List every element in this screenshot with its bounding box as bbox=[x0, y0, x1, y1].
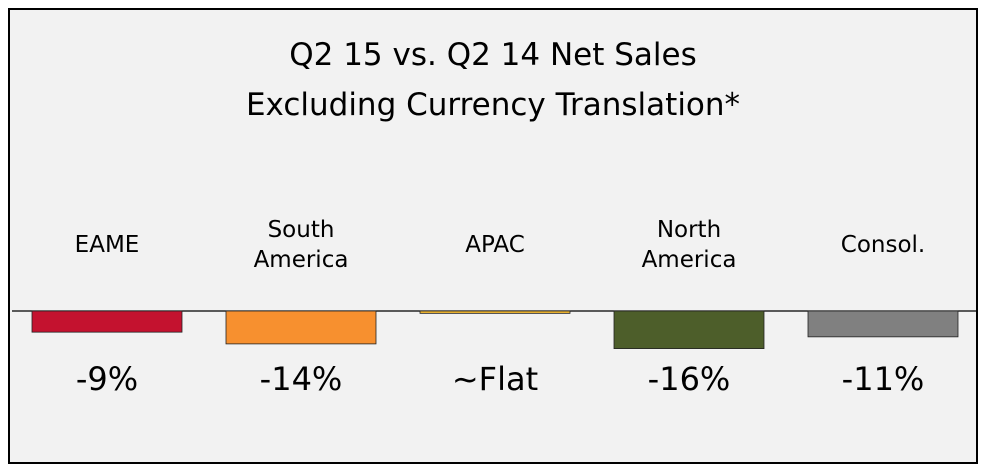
category-label: Consol. bbox=[840, 232, 926, 258]
bar bbox=[419, 310, 571, 314]
bar bbox=[807, 310, 959, 338]
category-label: EAME bbox=[74, 232, 140, 258]
value-label: -14% bbox=[259, 360, 343, 398]
chart: Q2 15 vs. Q2 14 Net Sales Excluding Curr… bbox=[8, 8, 978, 464]
value-label: ~Flat bbox=[451, 360, 539, 398]
value-label: -9% bbox=[75, 360, 139, 398]
bar bbox=[31, 310, 183, 333]
category-label: South America bbox=[253, 217, 349, 273]
value-label: -16% bbox=[647, 360, 731, 398]
category-label: North America bbox=[641, 217, 737, 273]
bar bbox=[613, 310, 765, 349]
bar bbox=[225, 310, 377, 345]
plot bbox=[12, 310, 976, 349]
category-label: APAC bbox=[465, 232, 525, 258]
value-label: -11% bbox=[841, 360, 925, 398]
chart-title: Q2 15 vs. Q2 14 Net Sales Excluding Curr… bbox=[245, 37, 741, 123]
